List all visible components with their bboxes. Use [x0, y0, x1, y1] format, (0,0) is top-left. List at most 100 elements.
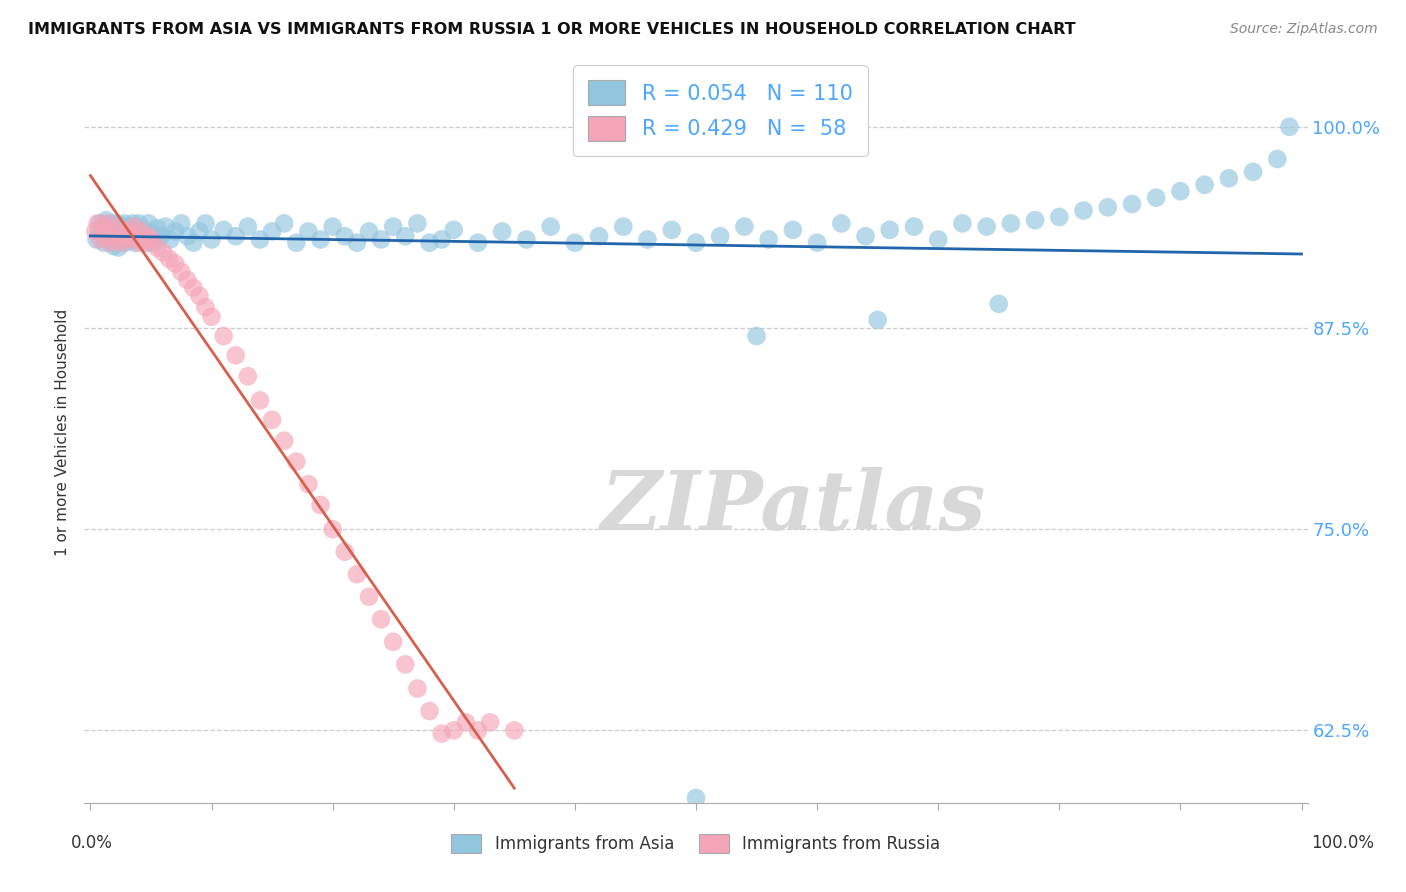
Point [183, 281, 205, 295]
Point [176, 229, 198, 244]
Point [467, 235, 489, 250]
Point [346, 567, 368, 582]
Point [661, 223, 683, 237]
Point [806, 235, 828, 250]
Point [165, 224, 187, 238]
Point [84, 224, 107, 238]
Point [122, 219, 145, 234]
Point [200, 310, 222, 324]
Point [105, 219, 128, 234]
Point [685, 235, 707, 250]
Point [1108, 812, 1130, 826]
Point [903, 219, 925, 234]
Point [115, 224, 138, 238]
Point [97, 221, 120, 235]
Point [782, 223, 804, 237]
Point [225, 229, 247, 244]
Point [1047, 210, 1070, 224]
Point [149, 229, 172, 244]
Point [491, 224, 513, 238]
Point [503, 723, 526, 738]
Point [418, 704, 440, 718]
Point [1000, 216, 1022, 230]
Point [540, 219, 562, 234]
Point [357, 590, 380, 604]
Point [1024, 213, 1046, 227]
Point [120, 232, 142, 246]
Point [132, 223, 155, 237]
Point [745, 329, 768, 343]
Point [112, 224, 135, 238]
Point [394, 229, 416, 244]
Point [249, 232, 271, 246]
Point [200, 232, 222, 246]
Point [96, 231, 118, 245]
Point [273, 434, 295, 448]
Point [879, 223, 901, 237]
Point [194, 216, 217, 230]
Point [637, 232, 659, 246]
Point [91, 227, 114, 242]
Point [122, 229, 145, 244]
Point [89, 216, 111, 230]
Point [96, 213, 118, 227]
Point [236, 219, 259, 234]
Point [138, 229, 160, 244]
Point [370, 232, 392, 246]
Point [112, 216, 135, 230]
Legend: Immigrants from Asia, Immigrants from Russia: Immigrants from Asia, Immigrants from Ru… [443, 825, 949, 861]
Y-axis label: 1 or more Vehicles in Household: 1 or more Vehicles in Household [55, 309, 70, 557]
Point [1144, 191, 1167, 205]
Point [467, 723, 489, 738]
Point [309, 232, 332, 246]
Point [118, 224, 141, 238]
Point [94, 229, 117, 244]
Point [146, 241, 169, 255]
Point [96, 216, 118, 230]
Point [94, 223, 117, 237]
Point [117, 229, 139, 244]
Point [129, 224, 152, 238]
Point [333, 229, 356, 244]
Point [155, 219, 177, 234]
Point [101, 226, 124, 240]
Point [165, 257, 187, 271]
Point [112, 229, 135, 244]
Point [121, 229, 143, 244]
Point [146, 221, 169, 235]
Point [98, 234, 121, 248]
Point [129, 232, 152, 246]
Point [101, 224, 124, 238]
Point [262, 224, 284, 238]
Point [588, 229, 610, 244]
Point [100, 216, 122, 230]
Point [212, 329, 235, 343]
Point [105, 216, 128, 230]
Point [124, 235, 146, 250]
Point [236, 369, 259, 384]
Point [1097, 200, 1119, 214]
Point [183, 235, 205, 250]
Point [132, 232, 155, 246]
Point [188, 224, 211, 238]
Point [111, 219, 134, 234]
Point [104, 232, 127, 246]
Point [987, 297, 1010, 311]
Point [430, 232, 453, 246]
Point [285, 454, 308, 468]
Point [927, 232, 949, 246]
Point [1121, 197, 1143, 211]
Point [1194, 178, 1216, 192]
Point [866, 313, 889, 327]
Point [108, 229, 131, 244]
Point [121, 216, 143, 230]
Point [89, 232, 111, 246]
Point [443, 723, 465, 738]
Point [159, 232, 181, 246]
Point [108, 224, 131, 238]
Point [976, 219, 998, 234]
Point [515, 232, 537, 246]
Point [357, 224, 380, 238]
Point [297, 224, 319, 238]
Point [382, 219, 405, 234]
